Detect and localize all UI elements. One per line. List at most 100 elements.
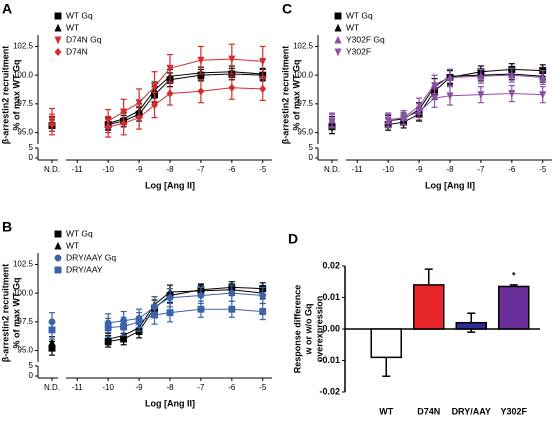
y-axis-label: overexpression xyxy=(314,296,324,363)
legend-label: DRY/AAY Gq xyxy=(66,252,116,262)
series-line xyxy=(388,73,543,122)
marker xyxy=(166,89,174,98)
series-line xyxy=(108,286,263,342)
bar xyxy=(498,285,530,330)
y-tick-label: 97.5 xyxy=(17,99,33,108)
marker xyxy=(54,266,62,274)
marker xyxy=(430,94,439,103)
y-axis-label: w or w/o Gq xyxy=(303,304,313,356)
x-tick-label: -6 xyxy=(508,165,516,174)
legend-label: WT xyxy=(346,22,359,32)
marker xyxy=(54,254,62,262)
x-tick-label: -5 xyxy=(539,165,547,174)
bar xyxy=(455,321,487,330)
marker xyxy=(135,113,143,122)
y-axis-label: % of max WT Gq xyxy=(11,59,21,130)
marker xyxy=(151,100,159,110)
series-line xyxy=(108,71,263,124)
panel: Aβ-arrestin2 recruitment% of max WT Gq95… xyxy=(0,1,272,190)
bar xyxy=(413,284,445,330)
x-tick-label: -11 xyxy=(352,165,364,174)
marker xyxy=(539,91,547,99)
y-tick-label: 102.5 xyxy=(13,42,34,51)
x-tick-label: N.D. xyxy=(324,165,340,174)
marker xyxy=(259,292,267,299)
series-line xyxy=(107,58,263,122)
x-tick-label: N.D. xyxy=(44,383,60,392)
y-tick-label: 0 xyxy=(29,371,34,380)
x-tick-label: -5 xyxy=(259,165,267,174)
x-axis-label: Log [Ang II] xyxy=(145,180,195,190)
marker xyxy=(539,73,547,81)
x-tick-label: -10 xyxy=(382,165,394,174)
panel: Cβ-arrestin2 recruitment% of max WT Gq95… xyxy=(280,1,552,190)
y-tick-label: 0 xyxy=(29,153,34,162)
x-tick-label: -7 xyxy=(197,165,205,174)
marker xyxy=(328,117,336,126)
marker xyxy=(228,83,236,92)
marker xyxy=(197,292,205,299)
y-tick-label: 102.5 xyxy=(13,260,34,269)
marker xyxy=(446,73,454,81)
series-line xyxy=(388,93,543,121)
x-tick-label: N.D. xyxy=(44,165,60,174)
marker xyxy=(151,311,158,319)
legend-label: WT Gq xyxy=(66,10,93,20)
marker xyxy=(48,326,56,334)
y-tick-label: 97.5 xyxy=(17,317,33,326)
marker xyxy=(334,35,342,44)
marker xyxy=(120,119,128,128)
marker xyxy=(166,309,174,317)
y-axis-label: % of max WT Gq xyxy=(11,277,21,348)
marker xyxy=(166,64,174,73)
y-tick-label: -0.02 xyxy=(319,386,340,396)
marker xyxy=(446,92,454,101)
annotation: * xyxy=(512,270,516,280)
y-tick-label: -0.01 xyxy=(319,355,340,365)
x-tick-label: -10 xyxy=(102,165,114,174)
marker xyxy=(334,48,342,57)
series-line xyxy=(108,73,263,125)
x-tick-label: -8 xyxy=(446,165,454,174)
x-tick-label: -10 xyxy=(102,383,114,392)
y-tick-label: 0.02 xyxy=(322,260,340,270)
series-line xyxy=(108,292,263,324)
marker xyxy=(430,80,439,88)
marker xyxy=(104,334,112,343)
panel-label: D xyxy=(288,231,298,247)
marker xyxy=(228,305,236,313)
y-tick-label: 5 xyxy=(309,143,314,152)
marker xyxy=(120,322,128,330)
y-tick-label: 0.00 xyxy=(322,323,340,333)
marker xyxy=(54,241,62,250)
marker xyxy=(415,108,423,117)
marker xyxy=(135,318,143,326)
marker xyxy=(259,57,267,66)
panel: Bβ-arrestin2 recruitment% of max WT Gq95… xyxy=(0,219,272,408)
marker xyxy=(477,72,485,80)
x-tick-label: -9 xyxy=(136,165,144,174)
x-tick-label: -11 xyxy=(72,383,84,392)
marker xyxy=(228,289,236,297)
legend-label: D74N Gq xyxy=(66,34,102,44)
x-tick-label: -11 xyxy=(72,165,84,174)
y-axis-label: % of max WT Gq xyxy=(291,59,301,130)
x-tick-label: -9 xyxy=(136,383,144,392)
y-axis-label: β-arrestin2 recruitment xyxy=(0,264,10,363)
y-tick-label: 100.0 xyxy=(293,70,314,79)
y-tick-label: 95.0 xyxy=(17,346,33,355)
marker xyxy=(104,122,112,131)
series-line xyxy=(108,289,263,340)
marker xyxy=(508,70,516,79)
legend-label: D74N xyxy=(66,46,88,56)
x-tick-label: -6 xyxy=(228,165,236,174)
marker xyxy=(334,23,342,32)
marker xyxy=(197,87,205,96)
marker xyxy=(259,84,267,94)
marker xyxy=(54,23,62,32)
marker xyxy=(54,36,62,45)
x-tick-label: -6 xyxy=(228,383,236,392)
x-tick-label: D74N xyxy=(417,406,440,416)
marker xyxy=(54,47,62,57)
